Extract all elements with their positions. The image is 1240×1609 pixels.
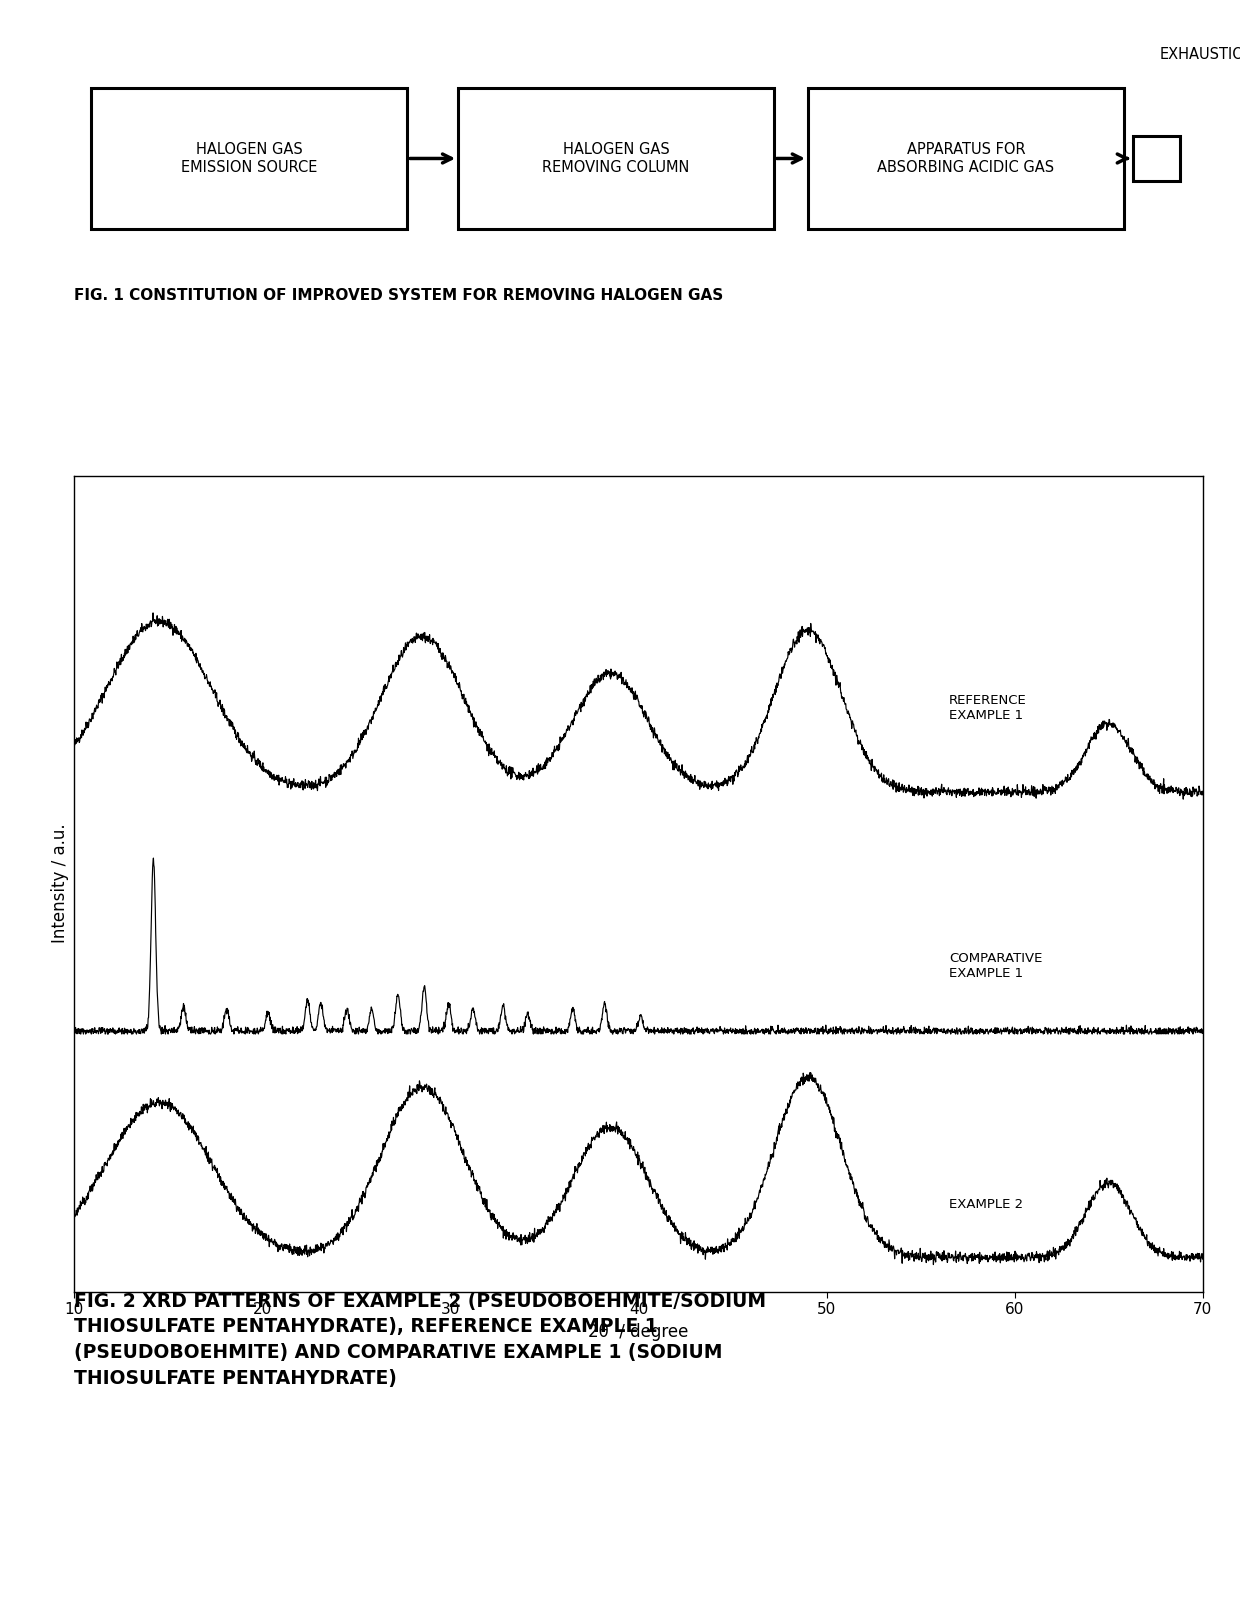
Text: HALOGEN GAS
REMOVING COLUMN: HALOGEN GAS REMOVING COLUMN	[542, 142, 689, 175]
Y-axis label: Intensity / a.u.: Intensity / a.u.	[51, 824, 69, 943]
FancyBboxPatch shape	[808, 88, 1123, 228]
Text: HALOGEN GAS
EMISSION SOURCE: HALOGEN GAS EMISSION SOURCE	[181, 142, 317, 175]
Text: APPARATUS FOR
ABSORBING ACIDIC GAS: APPARATUS FOR ABSORBING ACIDIC GAS	[877, 142, 1054, 175]
X-axis label: 2θ  / degree: 2θ / degree	[589, 1323, 688, 1340]
Text: EXHAUSTION: EXHAUSTION	[1159, 47, 1240, 63]
FancyBboxPatch shape	[1133, 135, 1180, 182]
FancyBboxPatch shape	[458, 88, 774, 228]
Text: FIG. 2 XRD PATTERNS OF EXAMPLE 2 (PSEUDOBOEHMITE/SODIUM
THIOSULFATE PENTAHYDRATE: FIG. 2 XRD PATTERNS OF EXAMPLE 2 (PSEUDO…	[74, 1292, 766, 1389]
Text: COMPARATIVE
EXAMPLE 1: COMPARATIVE EXAMPLE 1	[949, 953, 1043, 980]
FancyBboxPatch shape	[92, 88, 407, 228]
Text: REFERENCE
EXAMPLE 1: REFERENCE EXAMPLE 1	[949, 693, 1027, 722]
Text: EXAMPLE 2: EXAMPLE 2	[949, 1199, 1023, 1212]
Text: FIG. 1 CONSTITUTION OF IMPROVED SYSTEM FOR REMOVING HALOGEN GAS: FIG. 1 CONSTITUTION OF IMPROVED SYSTEM F…	[74, 288, 724, 302]
